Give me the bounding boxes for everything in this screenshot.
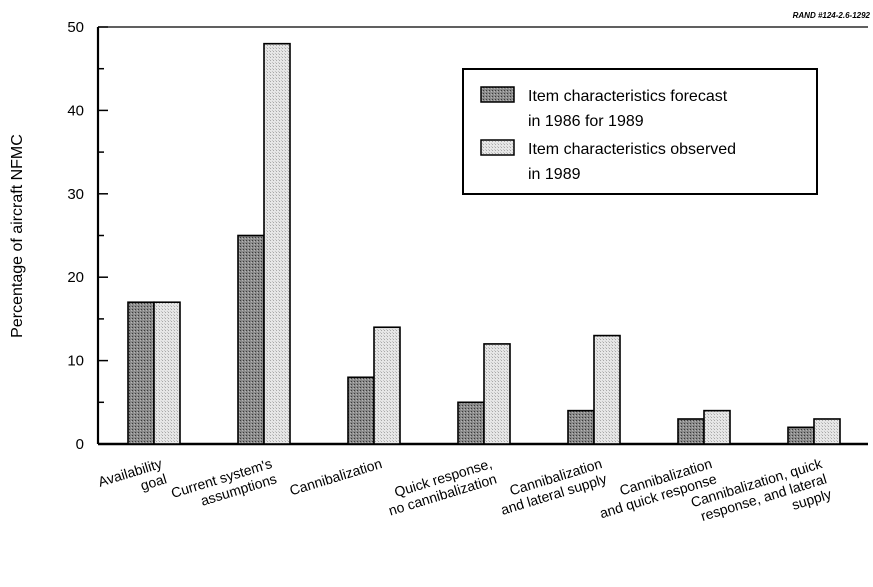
y-tick-label: 0 [76,436,84,453]
bar-observed [153,301,181,445]
bar-forecast [787,426,815,445]
category-label-line: goal [138,470,168,493]
bar-observed [483,343,511,445]
bar-observed [703,409,731,445]
y-axis-label: Percentage of aircraft NFMC [9,134,26,338]
legend-label-observed-line1: Item characteristics observed [528,141,736,158]
legend-swatch-observed [480,139,515,156]
bar-forecast [567,409,595,445]
y-tick-label: 30 [67,186,84,203]
bar-forecast [237,234,265,445]
legend: Item characteristics forecast in 1986 fo… [462,68,818,195]
bars [127,42,841,445]
legend-label-forecast-line1: Item characteristics forecast [528,88,728,105]
bar-observed [263,42,291,445]
y-tick-label: 10 [67,353,84,370]
bar-forecast [677,418,705,445]
category-label-line: Cannibalization [288,455,384,498]
category-label: Quick response,no cannibalization [387,455,499,518]
legend-label-forecast-line2: in 1986 for 1989 [528,113,644,130]
legend-swatch-forecast [480,86,515,103]
bar-observed [373,326,401,445]
bar-observed [813,418,841,445]
y-axis: 0 10 20 30 40 50 [67,19,868,453]
bar-forecast [127,301,155,445]
category-label: Cannibalization [288,455,384,498]
y-tick-label: 20 [67,269,84,286]
bar-forecast [347,376,375,445]
bar-observed [593,334,621,445]
legend-box [462,68,818,195]
y-tick-label: 50 [67,19,84,36]
source-credit: RAND #124-2.6-1292 [793,11,871,20]
bar-forecast [457,401,485,445]
y-tick-label: 40 [67,102,84,119]
legend-label-observed-line2: in 1989 [528,166,581,183]
